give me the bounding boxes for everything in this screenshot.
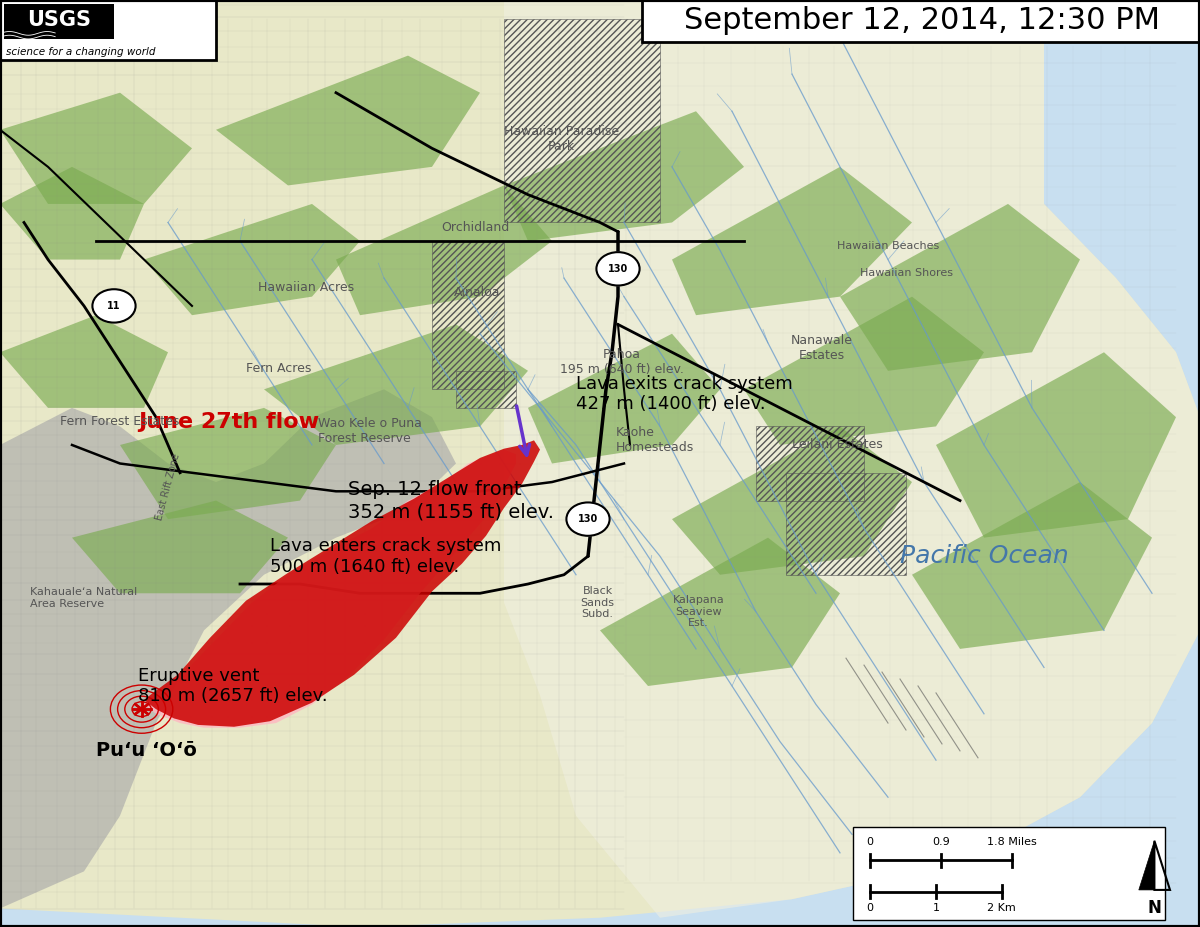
Text: Kahaualeʻa Natural
Area Reserve: Kahaualeʻa Natural Area Reserve bbox=[30, 587, 137, 609]
Polygon shape bbox=[840, 204, 1080, 371]
Text: 130: 130 bbox=[578, 514, 598, 524]
Circle shape bbox=[596, 252, 640, 286]
Text: Lava enters crack system
500 m (1640 ft) elev.: Lava enters crack system 500 m (1640 ft)… bbox=[270, 537, 502, 576]
Text: Fern Forest Estates: Fern Forest Estates bbox=[60, 415, 179, 428]
Text: September 12, 2014, 12:30 PM: September 12, 2014, 12:30 PM bbox=[684, 6, 1159, 35]
Text: N: N bbox=[1147, 899, 1162, 917]
Polygon shape bbox=[672, 426, 912, 575]
Text: Nanawale
Estates: Nanawale Estates bbox=[791, 334, 853, 362]
Text: 1.8 Miles: 1.8 Miles bbox=[986, 837, 1037, 847]
Text: Kaohe
Homesteads: Kaohe Homesteads bbox=[616, 426, 694, 454]
Text: 0: 0 bbox=[866, 903, 874, 913]
Text: Pacific Ocean: Pacific Ocean bbox=[900, 544, 1068, 568]
Text: East Rift Zone: East Rift Zone bbox=[155, 452, 181, 521]
Text: Lava exits crack system
427 m (1400 ft) elev.: Lava exits crack system 427 m (1400 ft) … bbox=[576, 375, 793, 413]
Polygon shape bbox=[672, 167, 912, 315]
FancyBboxPatch shape bbox=[642, 0, 1200, 42]
Text: 2 Km: 2 Km bbox=[988, 903, 1016, 913]
Bar bbox=[756, 426, 864, 501]
Text: Ainaloa: Ainaloa bbox=[454, 286, 500, 298]
FancyBboxPatch shape bbox=[853, 827, 1165, 920]
Polygon shape bbox=[0, 315, 168, 408]
Text: Sep. 12 flow front
352 m (1155 ft) elev.: Sep. 12 flow front 352 m (1155 ft) elev. bbox=[348, 480, 554, 521]
Polygon shape bbox=[144, 450, 516, 728]
Polygon shape bbox=[72, 501, 288, 593]
Text: Hawaiian Acres: Hawaiian Acres bbox=[258, 281, 354, 294]
Text: Hawaiian Beaches: Hawaiian Beaches bbox=[836, 241, 940, 250]
Bar bbox=[432, 241, 504, 389]
Text: June 27th flow: June 27th flow bbox=[138, 412, 319, 432]
FancyBboxPatch shape bbox=[0, 0, 216, 60]
Polygon shape bbox=[120, 408, 336, 519]
Text: Kalapana
Seaview
Est.: Kalapana Seaview Est. bbox=[672, 595, 725, 629]
Polygon shape bbox=[912, 482, 1152, 649]
Polygon shape bbox=[744, 297, 984, 445]
Polygon shape bbox=[216, 56, 480, 185]
Text: 0.9: 0.9 bbox=[932, 837, 949, 847]
Text: USGS: USGS bbox=[26, 10, 91, 31]
Text: science for a changing world: science for a changing world bbox=[6, 47, 156, 57]
Polygon shape bbox=[504, 0, 1200, 918]
Text: 11: 11 bbox=[107, 301, 121, 311]
Circle shape bbox=[566, 502, 610, 536]
Text: 1: 1 bbox=[932, 903, 940, 913]
Polygon shape bbox=[0, 389, 456, 908]
Bar bbox=[504, 19, 660, 222]
Text: Hawaiian Paradise
Park: Hawaiian Paradise Park bbox=[504, 125, 619, 153]
Bar bbox=[4, 4, 114, 39]
Bar bbox=[456, 371, 516, 408]
Polygon shape bbox=[936, 352, 1176, 538]
Polygon shape bbox=[0, 93, 192, 204]
Polygon shape bbox=[144, 204, 360, 315]
Text: 0: 0 bbox=[866, 837, 874, 847]
Bar bbox=[786, 473, 906, 575]
Text: Leilani Estates: Leilani Estates bbox=[792, 438, 883, 451]
Text: Wao Kele o Puna
Forest Reserve: Wao Kele o Puna Forest Reserve bbox=[318, 417, 422, 445]
Text: Hawaiian Shores: Hawaiian Shores bbox=[859, 269, 953, 278]
Text: Puʻu ʻOʻō: Puʻu ʻOʻō bbox=[96, 742, 197, 760]
Text: Black
Sands
Subd.: Black Sands Subd. bbox=[581, 586, 614, 619]
Polygon shape bbox=[0, 167, 144, 260]
Text: Pahoa
195 m (640 ft) elev.: Pahoa 195 m (640 ft) elev. bbox=[559, 348, 684, 375]
Polygon shape bbox=[504, 111, 744, 241]
Text: Fern Acres: Fern Acres bbox=[246, 362, 311, 375]
Polygon shape bbox=[144, 440, 540, 727]
Text: 130: 130 bbox=[608, 264, 628, 273]
Polygon shape bbox=[600, 538, 840, 686]
Text: Eruptive vent
810 m (2657 ft) elev.: Eruptive vent 810 m (2657 ft) elev. bbox=[138, 667, 328, 705]
Polygon shape bbox=[264, 324, 528, 445]
Polygon shape bbox=[528, 334, 720, 464]
Polygon shape bbox=[1139, 841, 1154, 890]
Text: Orchidland: Orchidland bbox=[442, 221, 510, 234]
Circle shape bbox=[92, 289, 136, 323]
Polygon shape bbox=[336, 185, 552, 315]
